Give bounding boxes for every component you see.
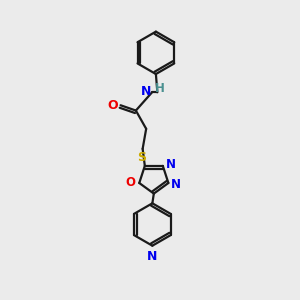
- Text: N: N: [166, 158, 176, 171]
- Text: O: O: [108, 99, 119, 112]
- Text: H: H: [154, 82, 164, 95]
- Text: S: S: [137, 151, 146, 164]
- Text: N: N: [147, 250, 158, 263]
- Text: N: N: [171, 178, 181, 191]
- Text: O: O: [125, 176, 135, 190]
- Text: N: N: [140, 85, 151, 98]
